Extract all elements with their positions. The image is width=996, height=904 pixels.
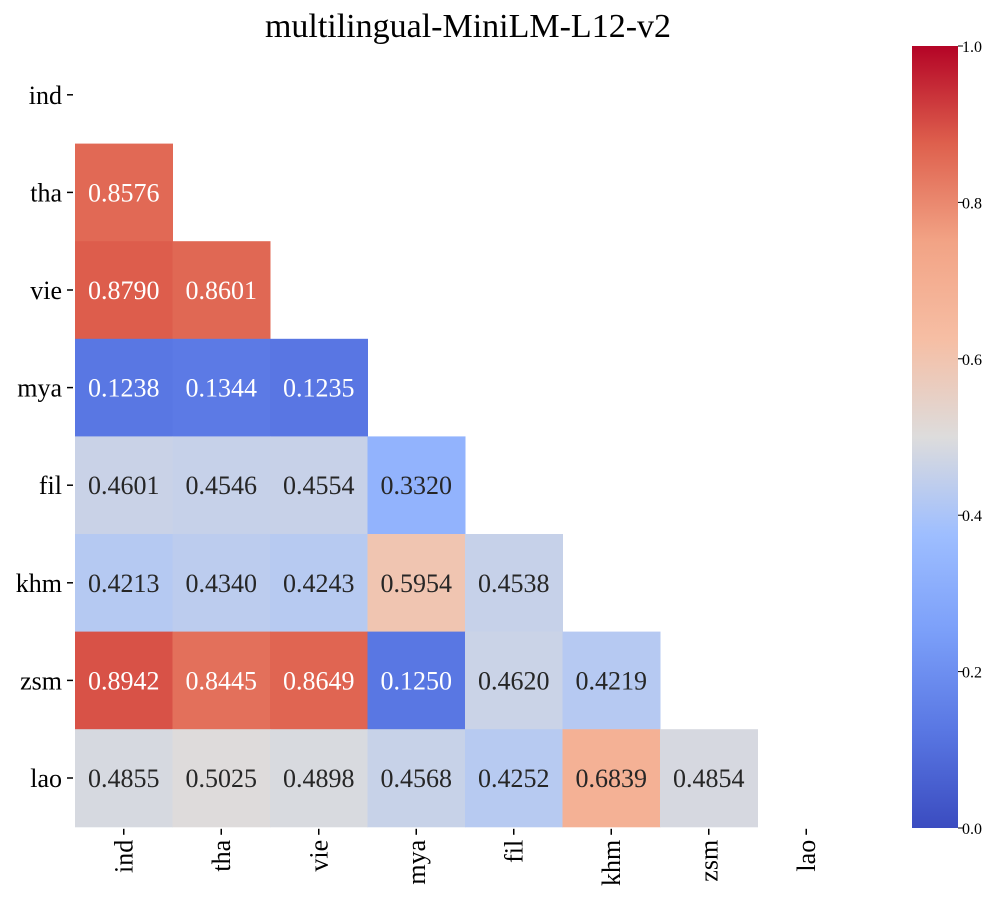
heatmap-cell (270, 729, 368, 828)
heatmap-cell (367, 534, 466, 633)
heatmap-cell (172, 729, 271, 828)
cell-value-label: 0.4855 (88, 764, 160, 793)
y-tick-label: khm (16, 569, 62, 598)
heatmap-cell (172, 241, 271, 340)
heatmap-cell (75, 338, 173, 437)
y-tick-label: zsm (20, 666, 62, 695)
x-tick-label: fil (500, 840, 529, 863)
colorbar-tick-label: 0.2 (962, 665, 982, 682)
cell-value-label: 0.4252 (478, 764, 550, 793)
chart-title: multilingual-MiniLM-L12-v2 (265, 8, 671, 45)
heatmap-cell (270, 534, 368, 633)
x-tick-label: mya (402, 839, 431, 884)
y-tick-label: lao (30, 764, 62, 793)
cell-value-label: 0.3320 (381, 471, 453, 500)
y-tick-label: fil (39, 471, 62, 500)
heatmap-cell (465, 631, 563, 730)
heatmap-cell (75, 534, 173, 633)
cell-value-label: 0.4854 (673, 764, 745, 793)
y-tick-label: mya (17, 374, 62, 403)
colorbar-tick-label: 0.4 (962, 508, 982, 525)
cell-value-label: 0.1250 (381, 666, 453, 695)
heatmap-cell (172, 534, 271, 633)
heatmap-cell (562, 729, 661, 828)
heatmap-cell (367, 631, 466, 730)
cell-value-label: 0.8942 (88, 666, 160, 695)
colorbar-tick-label: 1.0 (962, 39, 982, 56)
y-tick-label: vie (30, 276, 62, 305)
heatmap-cell (172, 338, 271, 437)
colorbar-tick-label: 0.6 (962, 352, 982, 369)
colorbar-tick-label: 0.0 (962, 821, 982, 838)
cell-value-label: 0.4219 (576, 666, 648, 695)
heatmap-cell (270, 631, 368, 730)
cell-value-label: 0.4243 (283, 569, 355, 598)
heatmap-cell (172, 631, 271, 730)
cell-value-label: 0.4546 (186, 471, 258, 500)
heatmap-cell (367, 729, 466, 828)
heatmap-cell (75, 436, 173, 535)
heatmap-cell (270, 436, 368, 535)
cell-value-label: 0.4538 (478, 569, 550, 598)
heatmap-cell (75, 241, 173, 340)
heatmap-cell (270, 338, 368, 437)
heatmap-cell (465, 729, 563, 828)
cell-value-label: 0.4568 (381, 764, 453, 793)
x-axis: ind tha vie mya fil khm zsm lao (110, 828, 821, 886)
colorbar-gradient (912, 46, 958, 828)
heatmap-cell (367, 436, 466, 535)
heatmap-cell (75, 729, 173, 828)
cell-value-label: 0.5025 (186, 764, 258, 793)
x-tick-label: ind (110, 840, 139, 873)
cell-value-label: 0.4601 (88, 471, 160, 500)
cell-value-label: 0.8601 (186, 276, 258, 305)
cell-value-label: 0.5954 (381, 569, 453, 598)
x-tick-label: lao (792, 840, 821, 872)
cell-value-label: 0.8445 (186, 666, 258, 695)
y-tick-label: tha (30, 178, 62, 207)
cell-value-label: 0.8576 (88, 178, 160, 207)
heatmap-cell (660, 729, 758, 828)
heatmap-cell (562, 631, 661, 730)
x-tick-label: zsm (695, 840, 724, 882)
heatmap-cell (75, 143, 173, 242)
x-tick-label: khm (597, 840, 626, 886)
y-tick-label: ind (29, 81, 62, 110)
cell-value-label: 0.4898 (283, 764, 355, 793)
cell-value-label: 0.4554 (283, 471, 355, 500)
cell-value-label: 0.1344 (186, 374, 258, 403)
cell-value-label: 0.8649 (283, 666, 355, 695)
colorbar-ticks: 0.0 0.2 0.4 0.6 0.8 1.0 (958, 39, 982, 838)
y-axis: ind tha vie mya fil khm zsm lao (16, 81, 73, 793)
cell-value-label: 0.1235 (283, 374, 355, 403)
cell-value-label: 0.6839 (576, 764, 648, 793)
cell-value-label: 0.1238 (88, 374, 160, 403)
cell-value-label: 0.4213 (88, 569, 160, 598)
cell-value-label: 0.8790 (88, 276, 160, 305)
heatmap-cell (172, 436, 271, 535)
colorbar-tick-label: 0.8 (962, 195, 982, 212)
cell-value-label: 0.4340 (186, 569, 258, 598)
x-tick-label: vie (305, 840, 334, 872)
heatmap-cell (75, 631, 173, 730)
x-tick-label: tha (207, 839, 236, 871)
colorbar: 0.0 0.2 0.4 0.6 0.8 1.0 (912, 39, 982, 838)
cell-value-label: 0.4620 (478, 666, 550, 695)
heatmap-cells: 0.8576 0.8790 0.8601 0.1238 0.1344 0.1235 0.46… (75, 143, 758, 828)
heatmap-cell (465, 534, 563, 633)
